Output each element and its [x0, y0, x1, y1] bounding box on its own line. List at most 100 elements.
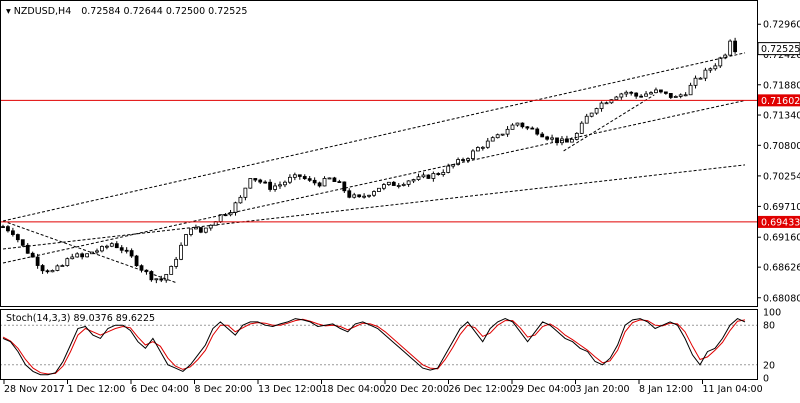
- candle-body: [634, 92, 639, 97]
- candle-body: [678, 94, 683, 97]
- price-pane-frame: [0, 0, 758, 307]
- candle-body: [510, 124, 515, 130]
- candle-body: [589, 112, 594, 117]
- candle-body: [243, 187, 248, 198]
- trend-line[interactable]: [2, 164, 746, 250]
- stoch-axis-tick-label: 20: [763, 360, 775, 371]
- candle-body: [436, 173, 441, 175]
- y-axis-tick-label: 0.72420: [763, 50, 800, 61]
- candle-body: [485, 140, 490, 148]
- candle-body: [144, 269, 149, 272]
- x-axis-tick-label: 28 Nov 2017: [4, 384, 65, 395]
- level-price-tag-label: 0.69433: [761, 217, 800, 228]
- y-axis-tick-label: 0.71880: [763, 80, 800, 91]
- candle-body: [466, 158, 470, 161]
- candle-body: [169, 265, 174, 275]
- x-axis-tick-label: 20 Dec 20:00: [385, 384, 449, 395]
- level-price-tag: [758, 94, 800, 107]
- candle-body: [609, 99, 614, 104]
- candle-body: [619, 93, 624, 98]
- y-axis-tick-label: 0.69160: [763, 233, 800, 244]
- candle-body: [584, 115, 589, 124]
- candle-body: [119, 247, 124, 251]
- candle-body: [75, 253, 80, 258]
- candle-body: [104, 245, 109, 248]
- candle-body: [654, 89, 658, 94]
- candle-body: [703, 69, 708, 79]
- candle-body: [367, 194, 371, 197]
- candle-body: [50, 270, 55, 273]
- candle-body: [352, 194, 357, 198]
- candle-body: [263, 181, 268, 184]
- candle-body: [292, 174, 297, 178]
- candle-body: [208, 224, 213, 229]
- candle-body: [30, 252, 35, 258]
- y-axis-tick-label: 0.70254: [763, 171, 800, 182]
- candle-body: [569, 138, 574, 143]
- candle-body: [624, 91, 629, 95]
- candle-body: [100, 246, 104, 252]
- candle-body: [381, 184, 386, 189]
- dropdown-arrow-icon: ▾: [6, 6, 14, 17]
- candle-body: [253, 178, 258, 181]
- candle-body: [446, 165, 451, 173]
- candle-body: [545, 136, 550, 140]
- candle-body: [25, 244, 30, 254]
- candle-body: [184, 234, 188, 246]
- y-axis-tick-label: 0.70800: [763, 141, 800, 152]
- candle-body: [109, 243, 114, 247]
- candle-body: [668, 93, 673, 98]
- candle-body: [288, 176, 292, 183]
- candle-body: [718, 57, 723, 67]
- candle-body: [441, 172, 446, 175]
- candle-body: [688, 84, 693, 96]
- stoch-axis-tick-label: 80: [763, 321, 775, 332]
- current-price-tag: [757, 42, 800, 56]
- candle-body: [372, 191, 376, 196]
- candle-body: [362, 195, 367, 198]
- candle-body: [134, 255, 139, 267]
- candle-body: [258, 179, 263, 183]
- candle-body: [377, 187, 381, 192]
- trend-line[interactable]: [563, 94, 655, 152]
- x-axis-tick-label: 6 Dec 04:00: [131, 384, 189, 395]
- candle-body: [461, 159, 465, 161]
- candle-body: [426, 174, 431, 179]
- candle-body: [65, 258, 70, 266]
- stoch-header: Stoch(14,3,3) 89.0376 89.6225: [6, 313, 155, 324]
- candle-body: [20, 239, 25, 246]
- candle-body: [594, 108, 599, 114]
- candle-body: [203, 227, 208, 233]
- candle-body: [629, 91, 634, 94]
- x-axis-tick-label: 3 Jan 20:00: [576, 384, 630, 395]
- candle-body: [733, 40, 738, 53]
- stoch-pane-frame: [0, 309, 758, 380]
- y-axis-tick-label: 0.68080: [763, 293, 800, 304]
- candle-body: [515, 122, 520, 126]
- candle-body: [495, 134, 500, 139]
- candle-body: [456, 159, 460, 165]
- candle-body: [85, 253, 89, 258]
- candle-body: [421, 174, 426, 178]
- candle-body: [663, 91, 668, 94]
- candle-body: [1, 226, 5, 228]
- candle-body: [505, 128, 510, 135]
- candle-body: [159, 278, 164, 281]
- trend-line[interactable]: [2, 99, 746, 264]
- candle-body: [60, 265, 65, 267]
- stoch-axis-tick-label: 100: [763, 308, 781, 319]
- candle-body: [322, 178, 327, 187]
- candle-body: [391, 181, 396, 186]
- candle-body: [713, 65, 718, 70]
- level-price-tag-label: 0.71602: [761, 96, 800, 107]
- candle-body: [599, 102, 604, 109]
- trend-line[interactable]: [2, 220, 177, 284]
- y-axis-tick-label: 0.68626: [763, 263, 800, 274]
- y-axis-tick-label: 0.72960: [763, 20, 800, 31]
- x-axis-tick-label: 26 Dec 12:00: [449, 384, 513, 395]
- candle-body: [386, 181, 391, 185]
- stoch-axis-tick-label: 0: [763, 374, 769, 385]
- trend-line[interactable]: [2, 52, 746, 222]
